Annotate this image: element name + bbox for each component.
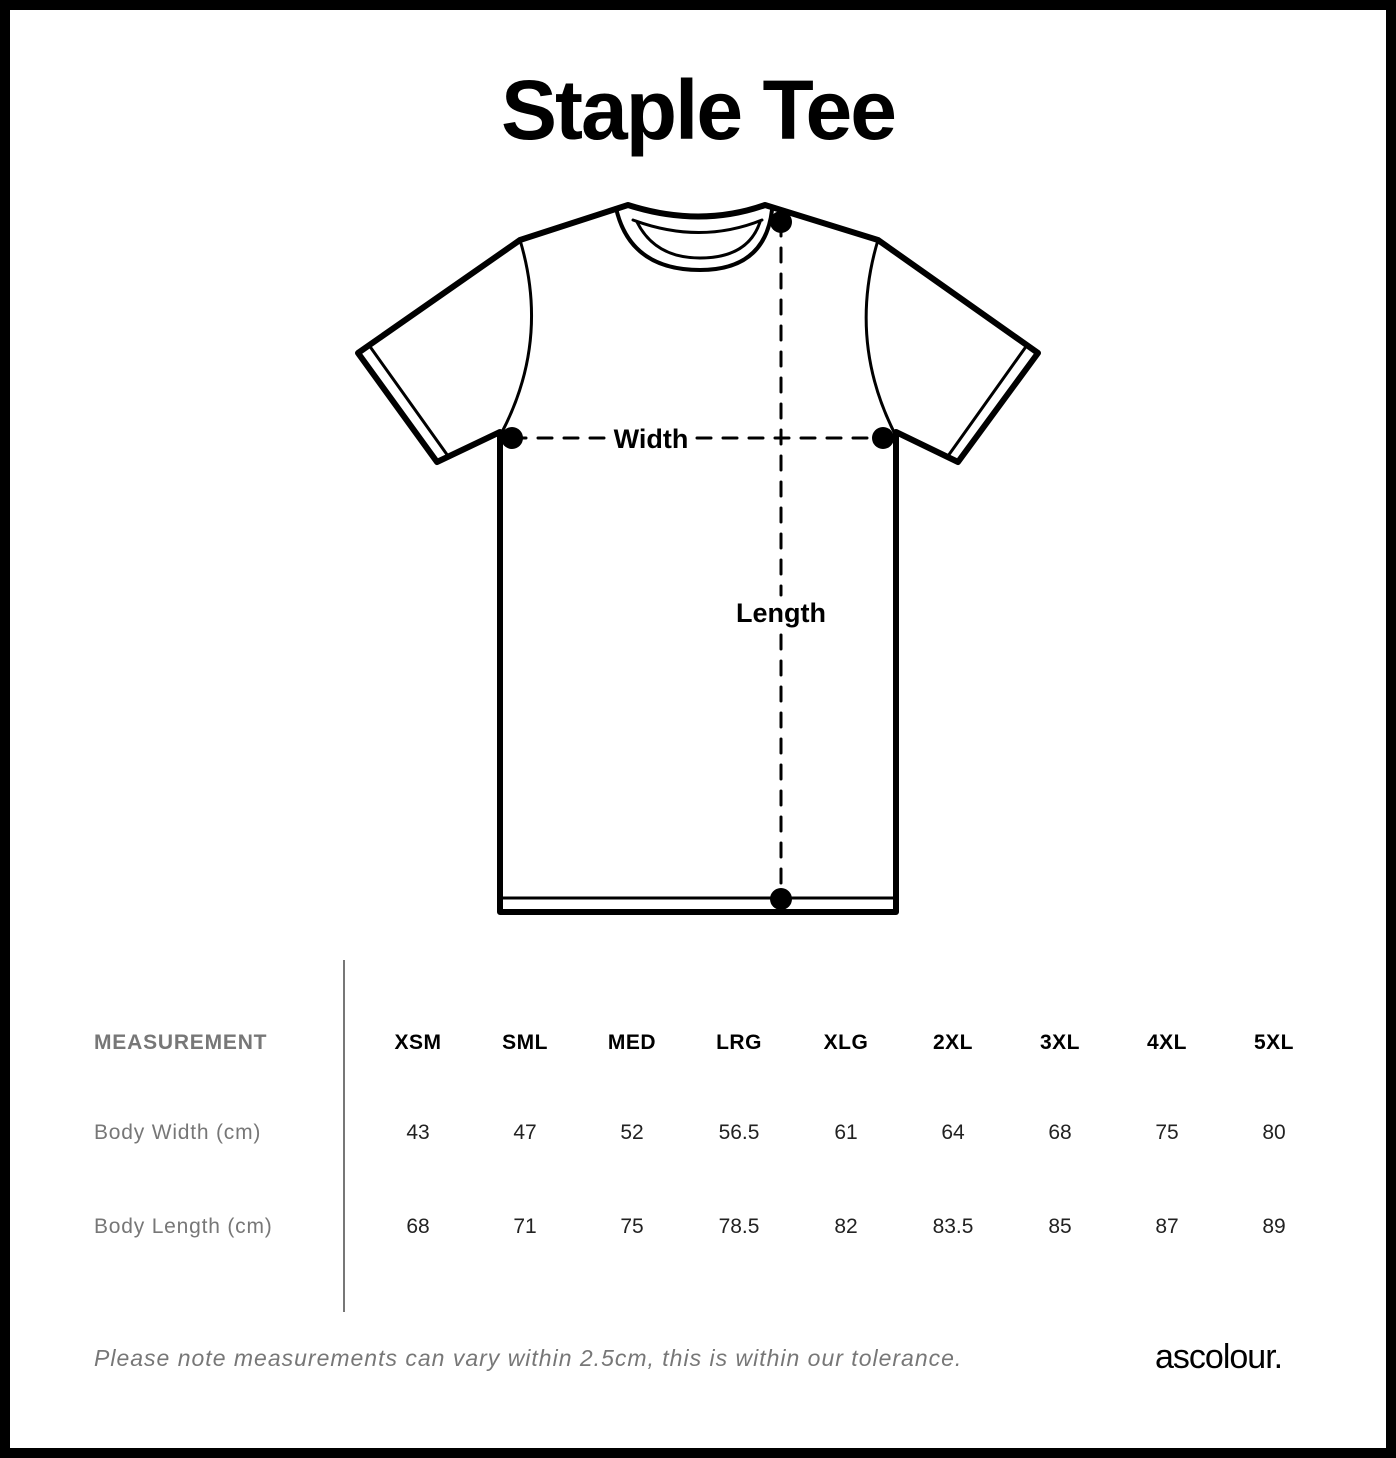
row-label: Body Length (cm): [94, 1215, 273, 1238]
width-point-right: [872, 427, 894, 449]
size-header: 5XL: [1253, 1031, 1295, 1054]
size-header: MED: [607, 1031, 657, 1054]
length-point-top: [770, 211, 792, 233]
size-header: 3XL: [1039, 1031, 1081, 1054]
collar-inner-top: [631, 218, 764, 234]
table-cell: 68: [1048, 1121, 1072, 1144]
table-cell: 61: [834, 1121, 858, 1144]
width-label: Width: [614, 424, 689, 454]
table-cell: 71: [513, 1215, 537, 1238]
length-point-bottom: [770, 888, 792, 910]
table-cell: 68: [406, 1215, 430, 1238]
table-cell: 64: [941, 1121, 965, 1144]
table-cell: 78.5: [718, 1215, 760, 1238]
size-header: XSM: [394, 1031, 442, 1054]
size-header: 2XL: [932, 1031, 974, 1054]
table-cell: 80: [1262, 1121, 1286, 1144]
table-cell: 83.5: [932, 1215, 974, 1238]
size-header: LRG: [716, 1031, 762, 1054]
size-header: 4XL: [1146, 1031, 1188, 1054]
length-label: Length: [736, 598, 826, 628]
page-title: Staple Tee: [501, 63, 897, 157]
right-armhole: [864, 238, 896, 434]
row-label: Body Width (cm): [94, 1121, 262, 1144]
table-cell: 52: [620, 1121, 644, 1144]
size-header: SML: [502, 1031, 548, 1054]
brand-logo: ascolour.: [1155, 1338, 1283, 1376]
table-cell: 56.5: [718, 1121, 760, 1144]
table-cell: 85: [1048, 1215, 1072, 1238]
table-cell: 47: [513, 1121, 537, 1144]
right-cuff-line: [946, 346, 1027, 458]
table-divider: [343, 960, 345, 1312]
left-cuff-line: [369, 346, 450, 458]
table-cell: 89: [1262, 1215, 1286, 1238]
left-armhole: [500, 238, 534, 434]
table-cell: 87: [1155, 1215, 1179, 1238]
table-cell: 75: [620, 1215, 644, 1238]
table-cell: 75: [1155, 1121, 1179, 1144]
collar-inner: [635, 220, 762, 260]
tshirt-outline: [355, 202, 1041, 915]
width-point-left: [501, 427, 523, 449]
collar-outer: [614, 206, 774, 272]
size-header: XLG: [823, 1031, 869, 1054]
table-cell: 43: [406, 1121, 430, 1144]
tolerance-note: Please note measurements can vary within…: [94, 1345, 963, 1371]
table-cell: 82: [834, 1215, 858, 1238]
measurement-header: MEASUREMENT: [94, 1031, 268, 1054]
